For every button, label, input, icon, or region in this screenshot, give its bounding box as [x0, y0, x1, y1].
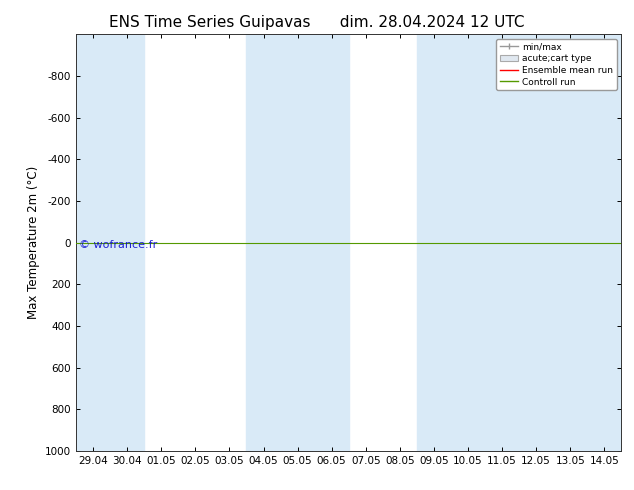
Text: ENS Time Series Guipavas      dim. 28.04.2024 12 UTC: ENS Time Series Guipavas dim. 28.04.2024…	[109, 15, 525, 30]
Bar	[417, 34, 485, 451]
Text: © wofrance.fr: © wofrance.fr	[79, 241, 157, 250]
Y-axis label: Max Temperature 2m (°C): Max Temperature 2m (°C)	[27, 166, 39, 319]
Bar	[587, 34, 621, 451]
Bar	[247, 34, 349, 451]
Bar	[76, 34, 144, 451]
Legend: min/max, acute;cart type, Ensemble mean run, Controll run: min/max, acute;cart type, Ensemble mean …	[496, 39, 617, 90]
Bar	[485, 34, 587, 451]
